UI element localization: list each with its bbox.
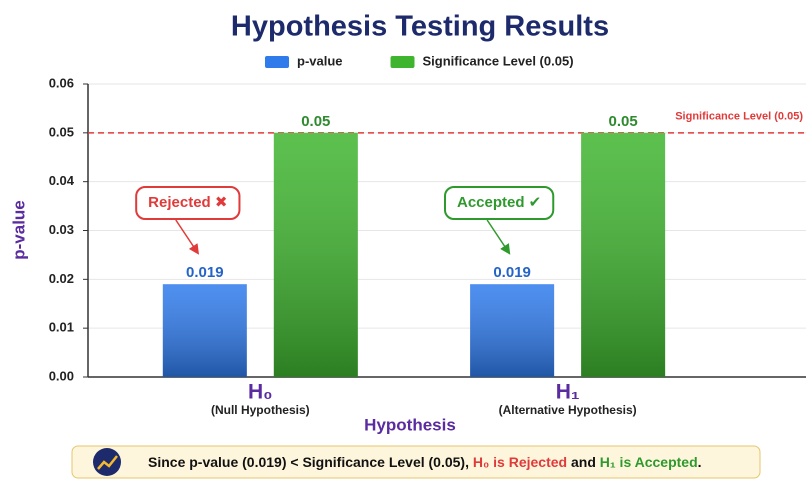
legend-swatch	[390, 56, 415, 68]
bar-shade	[273, 132, 358, 377]
x-tick-label: H₀	[248, 381, 273, 404]
y-tick-label: 0.02	[49, 271, 74, 286]
y-tick-label: 0.04	[49, 173, 75, 188]
footer-part: H₁ is Accepted	[600, 454, 698, 470]
data-label: 0.05	[301, 113, 330, 130]
chart-title: Hypothesis Testing Results	[231, 11, 609, 43]
legend-swatch	[265, 56, 289, 68]
footer-text: Since p-value (0.019) < Significance Lev…	[148, 454, 702, 470]
y-tick-label: 0.01	[49, 320, 74, 335]
footer-icon-line	[97, 455, 118, 470]
y-tick-label: 0.03	[49, 222, 74, 237]
footer-icon	[93, 448, 121, 476]
annotation-text: Rejected ✖	[148, 194, 227, 211]
y-tick-label: 0.05	[49, 124, 74, 139]
data-label: 0.019	[186, 264, 224, 281]
legend-label: p-value	[297, 53, 343, 68]
bar-shade	[162, 284, 247, 377]
footer-part: Since p-value (0.019) < Significance Lev…	[148, 454, 473, 470]
annotation-box	[443, 186, 555, 220]
x-tick-note: (Alternative Hypothesis)	[499, 403, 637, 417]
y-tick-label: 0.00	[49, 368, 74, 383]
annotation-arrow	[175, 219, 199, 255]
footer-part: H₀ is Rejected	[473, 454, 567, 470]
bar-shade	[581, 132, 666, 377]
footer-part: and	[567, 454, 600, 470]
x-tick-label: H₁	[556, 381, 580, 404]
y-tick-label: 0.06	[49, 75, 74, 90]
legend-label: Significance Level (0.05)	[423, 53, 574, 68]
threshold-label: Significance Level (0.05)	[675, 111, 803, 123]
footer-part: .	[698, 454, 702, 470]
footer-box	[71, 445, 761, 479]
x-tick-note: (Null Hypothesis)	[211, 403, 310, 417]
y-axis-label: p-value	[9, 200, 28, 260]
annotation-arrow	[486, 219, 511, 255]
bar-shade	[470, 284, 555, 377]
data-label: 0.05	[609, 113, 638, 130]
annotation-box	[135, 186, 241, 220]
annotation-text: Accepted ✔	[457, 194, 541, 211]
x-axis-label: Hypothesis	[364, 415, 456, 434]
data-label: 0.019	[493, 264, 531, 281]
